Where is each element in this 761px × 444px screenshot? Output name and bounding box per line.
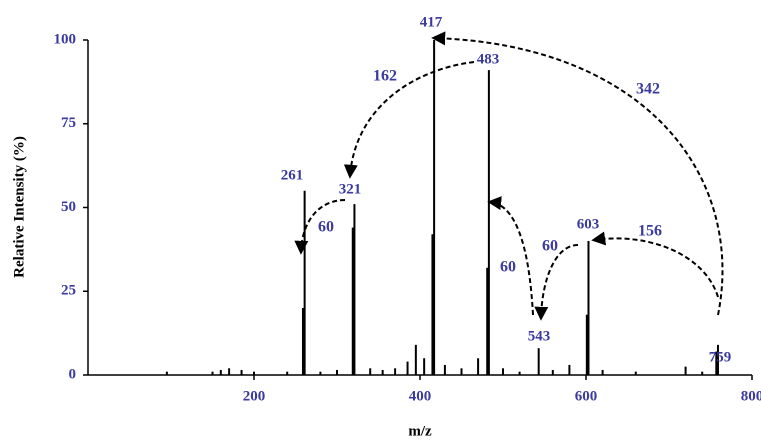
y-tick-label: 75 — [61, 115, 76, 131]
annotation: 156 — [638, 223, 662, 240]
x-tick-label: 200 — [243, 388, 266, 404]
annotation: 60 — [500, 259, 516, 276]
annotation: 60 — [542, 238, 558, 255]
arrow — [343, 61, 475, 179]
arrow — [534, 244, 579, 321]
annotation: 60 — [318, 219, 334, 236]
y-tick-label: 25 — [61, 283, 76, 299]
y-tick-label: 100 — [54, 31, 77, 47]
peak-label: 759 — [709, 349, 732, 365]
peak-label: 483 — [477, 51, 500, 67]
arrow — [431, 31, 724, 316]
y-axis-label: Relative Intensity (%) — [11, 136, 27, 278]
x-tick-label: 400 — [409, 388, 432, 404]
y-tick-label: 50 — [61, 199, 76, 215]
peak-label: 543 — [528, 328, 551, 344]
x-tick-label: 600 — [575, 388, 598, 404]
arrows — [294, 31, 724, 321]
annotation: 342 — [636, 81, 660, 98]
peak-label: 417 — [420, 14, 443, 30]
peak-label: 261 — [281, 167, 304, 183]
arrow — [591, 231, 719, 298]
x-tick-label: 800 — [741, 388, 761, 404]
peak-label: 603 — [577, 216, 600, 232]
x-axis-label: m/z — [408, 423, 432, 439]
arrow — [487, 196, 534, 316]
peak-label: 321 — [339, 181, 362, 197]
y-tick-label: 0 — [69, 366, 77, 382]
annotation: 162 — [373, 68, 397, 85]
arrow — [294, 199, 346, 255]
